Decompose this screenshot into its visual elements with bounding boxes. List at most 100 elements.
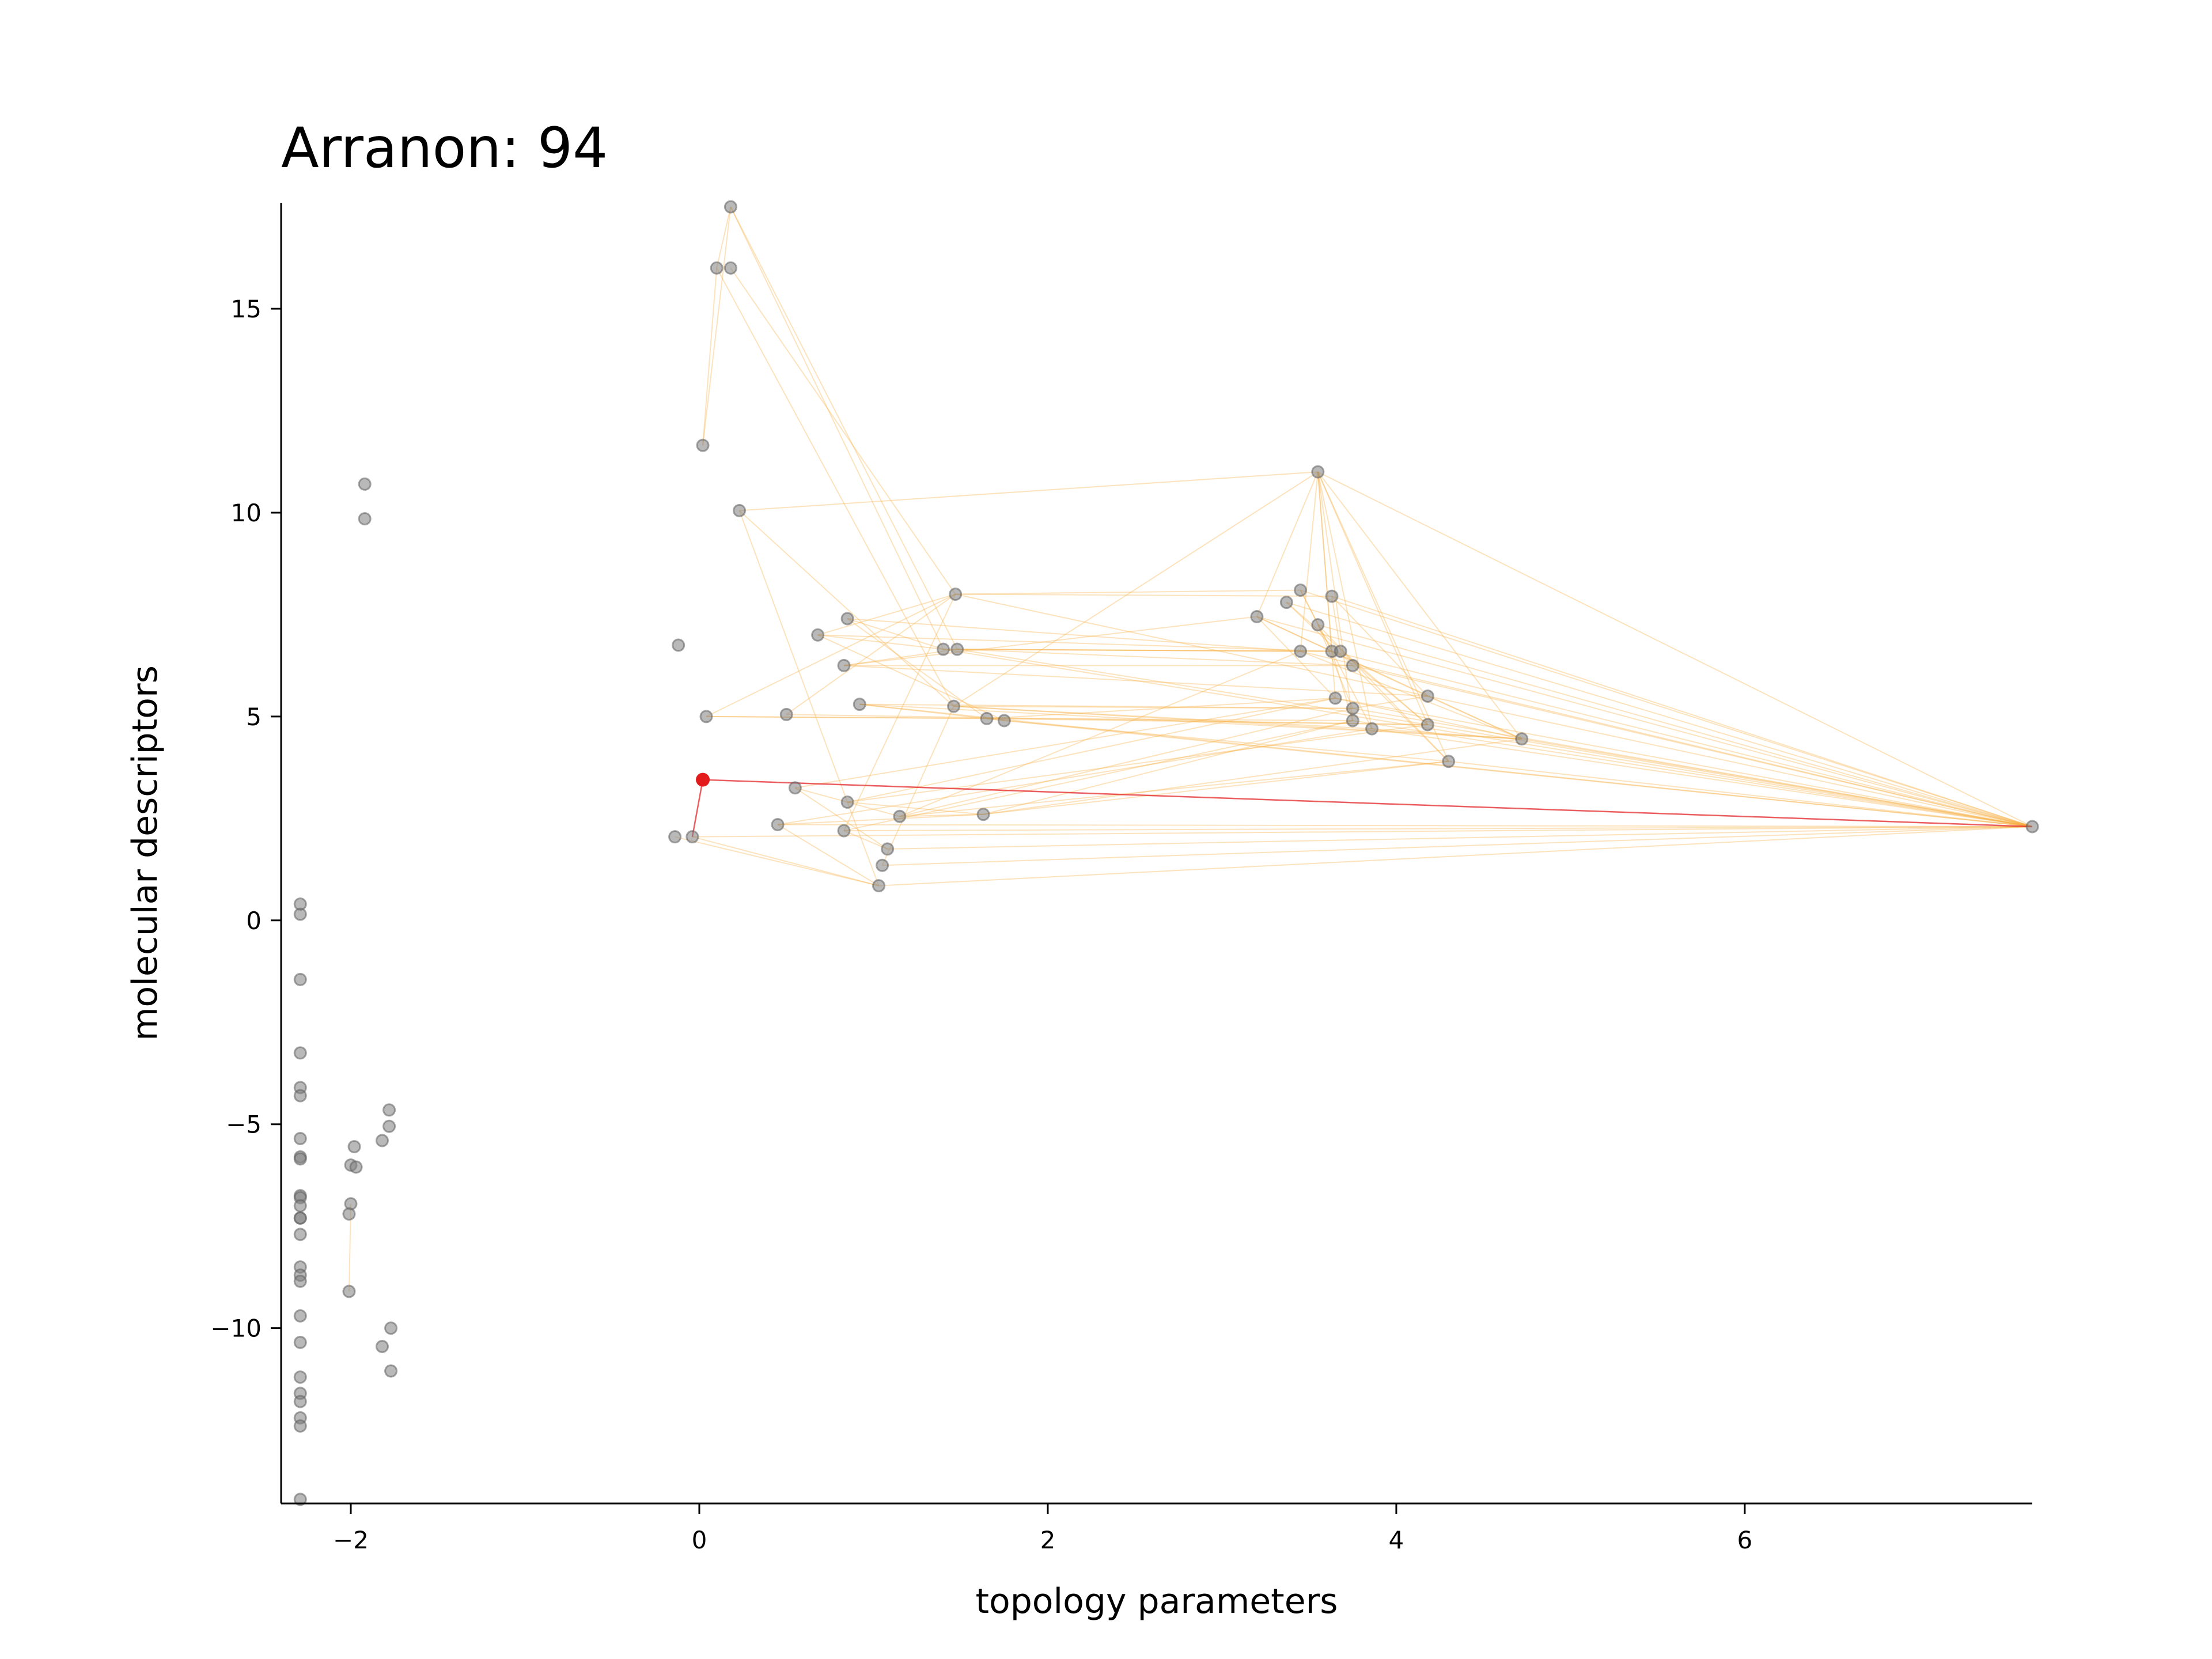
edge-line <box>881 706 955 866</box>
x-axis-label: topology parameters <box>975 1581 1338 1622</box>
edge-line <box>702 206 732 446</box>
y-tick-label: 10 <box>231 499 262 527</box>
edge-line <box>859 703 1353 709</box>
edge-line <box>692 836 879 887</box>
data-point <box>1365 722 1379 736</box>
data-point <box>293 1395 307 1408</box>
x-ticks: −2 0 2 4 6 <box>333 1503 1752 1554</box>
data-point <box>293 1211 307 1225</box>
edge-line <box>1331 596 1429 697</box>
edge-line <box>986 718 2033 827</box>
edge-line <box>777 824 880 887</box>
data-point <box>375 1134 389 1147</box>
y-tick-label: 15 <box>231 295 262 323</box>
edge-line <box>675 836 879 887</box>
data-point <box>293 1493 307 1506</box>
data-point <box>293 1131 307 1145</box>
edge-line <box>953 706 1353 709</box>
data-point <box>1250 609 1264 623</box>
data-point <box>696 438 710 452</box>
data-point <box>293 1152 307 1166</box>
edge-line <box>1427 695 1522 740</box>
edge-line <box>1317 471 1449 762</box>
edge-line <box>943 649 1301 652</box>
data-point <box>876 858 889 872</box>
edge-line <box>730 267 956 595</box>
edge-line <box>1353 665 2033 827</box>
edge-line <box>1352 665 1449 762</box>
data-point <box>1328 691 1342 705</box>
edges-layer <box>348 206 2033 1291</box>
data-point <box>699 710 713 724</box>
data-point <box>949 588 963 601</box>
edge-line <box>730 206 958 650</box>
data-point <box>771 817 785 831</box>
edge-line <box>786 593 956 715</box>
edge-line <box>817 634 1332 652</box>
edge-line <box>1317 471 1522 740</box>
edge-line <box>716 267 955 707</box>
edge-line <box>1331 650 2033 827</box>
edge-line <box>843 594 956 831</box>
x-tick-label: 4 <box>1389 1526 1404 1554</box>
edge-line <box>1331 596 1342 652</box>
y-tick-label: −10 <box>210 1315 262 1343</box>
edge-line <box>983 738 1522 815</box>
y-tick-label: 5 <box>246 703 262 731</box>
edge-line <box>1335 698 2033 827</box>
edge-line <box>817 634 1005 721</box>
data-point <box>293 1370 307 1384</box>
data-point <box>1325 589 1339 603</box>
data-point <box>358 477 372 491</box>
data-point <box>382 1103 396 1117</box>
edge-line <box>953 471 1319 707</box>
data-point <box>1279 596 1293 609</box>
edge-line <box>882 825 2033 866</box>
edge-line <box>844 825 2033 832</box>
edge-line <box>847 618 1301 652</box>
data-point <box>840 796 854 809</box>
edge-line <box>955 593 1428 697</box>
edge-line <box>1317 471 1429 725</box>
edge-line <box>1300 589 2033 827</box>
edge-line <box>794 787 888 850</box>
x-tick-label: 2 <box>1040 1526 1056 1554</box>
data-point <box>1421 718 1434 732</box>
edge-line <box>738 510 955 707</box>
data-point <box>347 1140 361 1154</box>
edge-line <box>1317 472 1336 699</box>
edge-line <box>847 618 987 719</box>
data-point <box>1346 658 1359 672</box>
data-point <box>1346 702 1359 715</box>
edge-line <box>795 698 1336 789</box>
edge-line <box>953 706 1372 730</box>
highlight-point <box>696 772 710 787</box>
edge-line <box>1300 472 1319 652</box>
data-point <box>293 1419 307 1433</box>
edge-line <box>1448 760 2033 827</box>
edge-line <box>1353 707 2033 827</box>
data-point <box>293 972 307 986</box>
edge-line <box>817 634 944 650</box>
edge-line <box>1372 728 1522 740</box>
data-point <box>375 1339 389 1353</box>
edge-line <box>702 268 718 446</box>
edge-line <box>692 825 2033 838</box>
edge-line <box>1372 728 2033 827</box>
edge-line <box>955 593 1332 597</box>
data-point <box>936 642 950 656</box>
data-point <box>382 1119 396 1133</box>
data-point <box>950 642 964 656</box>
data-point <box>384 1321 398 1335</box>
data-point <box>358 512 372 526</box>
data-point <box>947 699 961 713</box>
data-point <box>893 809 907 823</box>
data-point <box>976 808 990 821</box>
data-point <box>710 261 724 275</box>
edge-line <box>1317 624 2033 827</box>
data-point <box>293 1089 307 1103</box>
highlight-edges-layer <box>691 779 2033 837</box>
edge-line <box>878 825 2033 887</box>
